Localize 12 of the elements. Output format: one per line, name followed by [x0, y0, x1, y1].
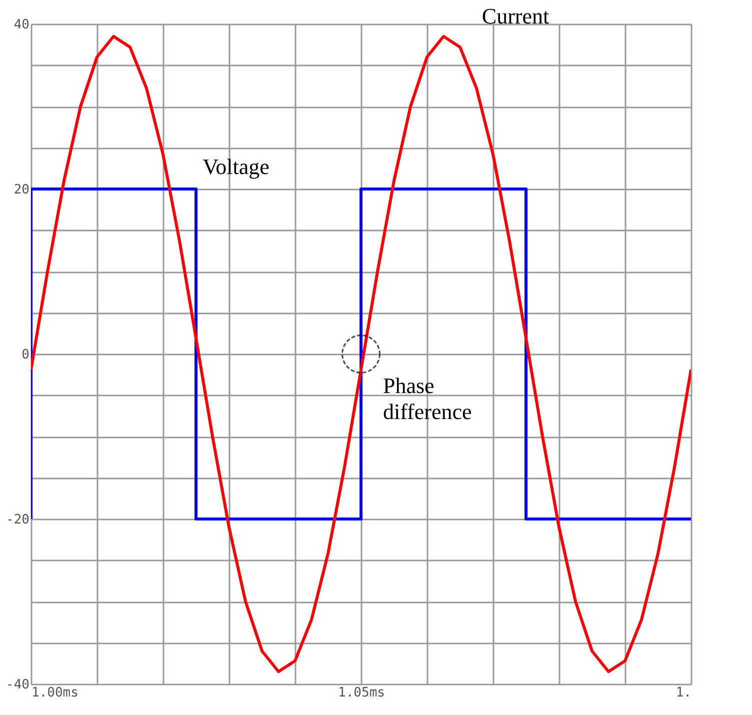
y-tick-label: 0	[22, 348, 30, 362]
y-tick-label: -40	[6, 678, 30, 692]
y-tick-label: 40	[14, 18, 30, 32]
y-tick-label: -20	[6, 512, 30, 528]
line-series	[31, 34, 691, 674]
x-tick-label: 1.00ms	[32, 686, 78, 700]
x-tick-label: 1.05ms	[338, 686, 385, 700]
annotation: Phase difference	[383, 373, 472, 424]
series-label: Voltage	[202, 154, 270, 179]
series-label: Current	[482, 3, 550, 28]
y-tick-label: 20	[14, 182, 30, 198]
x-tick-label: 1.	[676, 686, 692, 700]
